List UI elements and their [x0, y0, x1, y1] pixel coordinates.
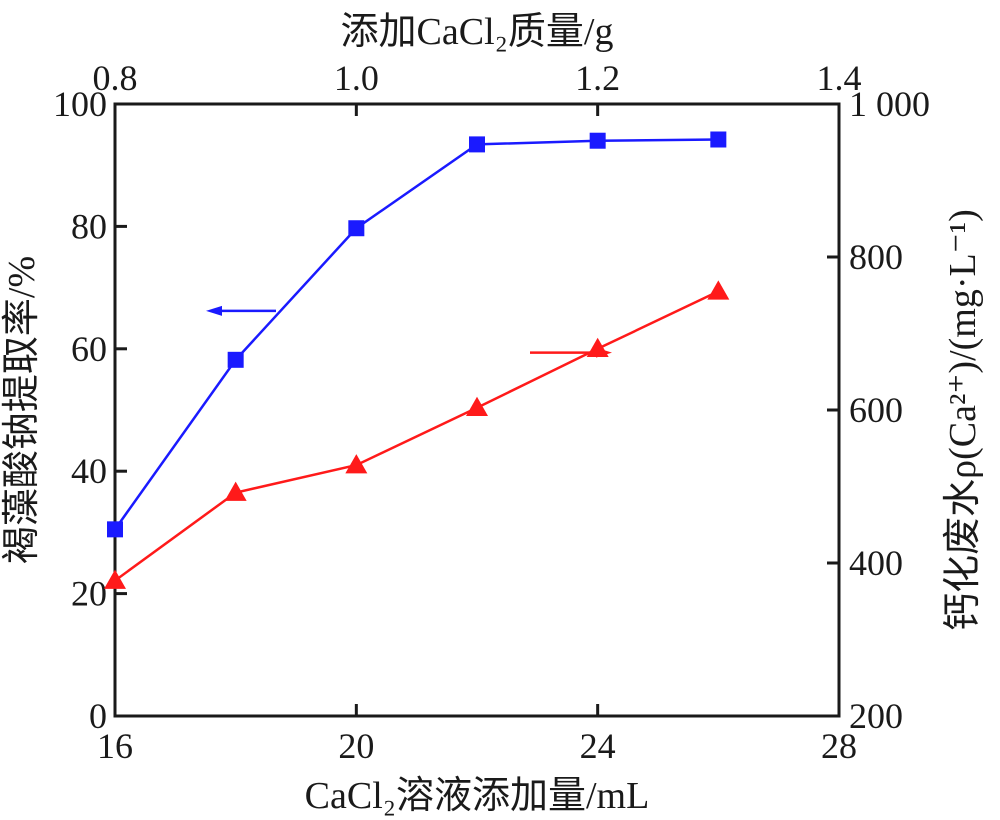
y-tick-label: 100	[53, 84, 107, 124]
x2-tick-label: 0.8	[93, 58, 138, 98]
x-tick-label: 20	[338, 726, 374, 766]
data-point-square	[227, 351, 244, 368]
y-tick-label: 60	[71, 329, 107, 369]
x2-tick-label: 1.4	[817, 58, 862, 98]
right-axis-arrow-head	[596, 347, 612, 358]
data-point-triangle	[345, 454, 368, 474]
y2-tick-label: 1 000	[849, 84, 930, 124]
series-line-1	[113, 138, 719, 531]
y-tick-label: 0	[89, 696, 107, 736]
data-point-square	[710, 131, 727, 148]
data-point-square	[348, 220, 365, 237]
y2-tick-label: 800	[849, 237, 903, 277]
y2-axis-title: 钙化废水ρ(Ca²⁺)/(mg·L⁻¹)	[942, 209, 984, 631]
y-tick-label: 80	[71, 206, 107, 246]
x2-tick-label: 1.2	[575, 58, 620, 98]
x-axis-title: CaCl₂溶液添加量/mL	[305, 775, 650, 817]
x2-tick-label: 1.0	[334, 58, 379, 98]
ticks: 16 20 24 28 0.8 1.0 1.2 1.4 0 20 40 60 80 100 200 400 60…	[53, 58, 930, 766]
x2-axis-title: 添加CaCl₂质量/g	[341, 11, 614, 53]
y2-tick-label: 200	[849, 696, 903, 736]
data-point-triangle	[466, 396, 488, 416]
series-layer	[104, 131, 730, 589]
y-axis-title: 褐藻酸钠提取率/%	[1, 256, 43, 564]
data-point-triangle	[104, 569, 126, 589]
left-axis-arrow-head	[206, 305, 222, 316]
y2-tick-label: 600	[849, 390, 903, 430]
annotations	[206, 305, 612, 358]
y-tick-label: 20	[71, 574, 107, 614]
data-point-triangle	[224, 481, 247, 501]
data-point-square	[589, 132, 606, 149]
x-tick-label: 16	[97, 726, 133, 766]
data-point-triangle	[707, 280, 730, 300]
y-tick-label: 40	[71, 451, 107, 491]
x-tick-label: 24	[580, 726, 616, 766]
y2-tick-label: 400	[849, 543, 903, 583]
data-point-square	[469, 136, 485, 153]
x-tick-label: 28	[821, 726, 857, 766]
data-point-square	[107, 521, 123, 538]
series-line-2	[114, 290, 719, 582]
